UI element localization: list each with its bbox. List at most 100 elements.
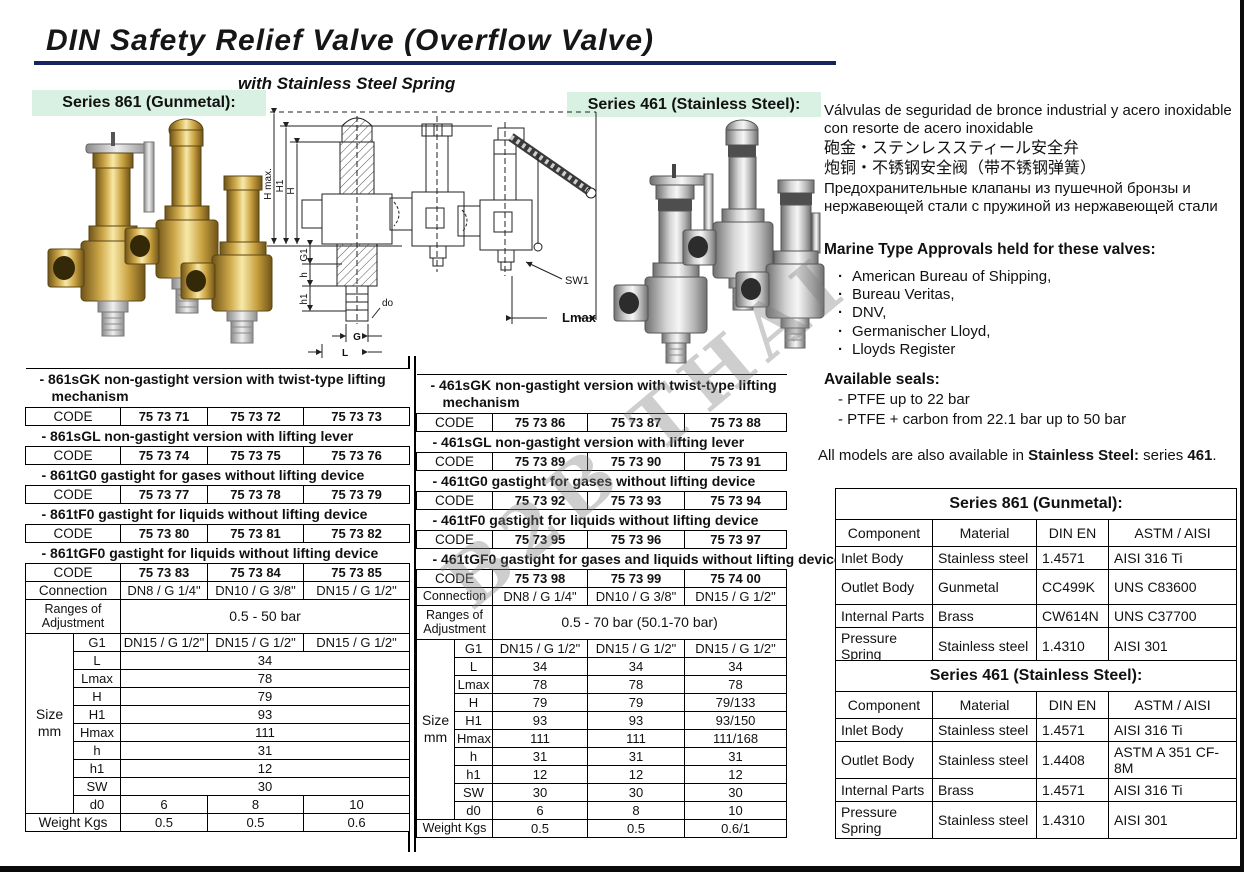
code-cell: 75 73 85 bbox=[302, 562, 411, 582]
mat-cell: Internal Parts bbox=[835, 604, 933, 628]
approvals-heading: Marine Type Approvals held for these val… bbox=[824, 240, 1156, 258]
size-cell: DN15 / G 1/2" bbox=[302, 632, 411, 652]
mat-cell: AISI 316 Ti bbox=[1108, 718, 1237, 742]
mat-cell: 1.4571 bbox=[1036, 546, 1109, 570]
size-sublabel: h bbox=[454, 746, 493, 766]
dim-label-g: G bbox=[353, 332, 361, 343]
size-sublabel: h bbox=[73, 740, 121, 760]
dim-label-h1-cap: H1 bbox=[275, 179, 286, 192]
code-cell: 75 73 82 bbox=[302, 523, 411, 543]
gunmetal-valve-lever bbox=[47, 132, 155, 337]
size-cell: 78 bbox=[492, 674, 588, 694]
size-sublabel: H bbox=[73, 686, 121, 706]
size-cell: 30 bbox=[492, 782, 588, 802]
mat-cell: Brass bbox=[932, 778, 1037, 803]
description-russian: Предохранительные клапаны из пушечной бр… bbox=[824, 180, 1218, 216]
connection-cell: DN10 / G 3/8" bbox=[587, 586, 685, 606]
size-sublabel: Lmax bbox=[73, 668, 121, 688]
steel-valve-lever bbox=[613, 164, 714, 364]
size-sublabel: Hmax bbox=[73, 722, 121, 742]
size-cell: 31 bbox=[492, 746, 588, 766]
size-cell: 8 bbox=[207, 794, 304, 814]
note-suffix: . bbox=[1212, 447, 1217, 465]
size-cell: 30 bbox=[683, 782, 788, 802]
materials-table-861: Series 861 (Gunmetal): Component Material… bbox=[834, 488, 1238, 666]
mat-cell: Outlet Body bbox=[835, 740, 933, 780]
code-label: CODE bbox=[25, 445, 121, 465]
size-sublabel: H1 bbox=[454, 710, 493, 730]
mat-cell: 1.4310 bbox=[1036, 801, 1109, 840]
mat-cell: Gunmetal bbox=[932, 569, 1037, 605]
size-sublabel: G1 bbox=[73, 632, 121, 652]
size-sublabel: L bbox=[73, 650, 121, 670]
mat-cell: 1.4571 bbox=[1036, 778, 1109, 803]
size-cell: 8 bbox=[587, 800, 685, 820]
note-mid: series bbox=[1139, 447, 1188, 465]
connection-label: Connection bbox=[416, 586, 493, 606]
size-cell: DN15 / G 1/2" bbox=[587, 638, 685, 658]
codes-table-861: - 861sGK non-gastight version with twist… bbox=[25, 368, 411, 832]
sec-heading: - 461tF0 gastight for liquids without li… bbox=[416, 508, 787, 531]
size-cell: 12 bbox=[683, 764, 788, 784]
weight-cell: 0.5 bbox=[492, 818, 588, 838]
code-cell: 75 73 80 bbox=[120, 523, 208, 543]
code-label: CODE bbox=[25, 406, 121, 426]
size-cell: 111 bbox=[119, 722, 411, 742]
code-cell: 75 73 83 bbox=[120, 562, 208, 582]
size-sublabel: H1 bbox=[73, 704, 121, 724]
mat-cell: Stainless steel bbox=[932, 546, 1037, 570]
size-label: Size mm bbox=[416, 638, 455, 820]
size-cell: 34 bbox=[492, 656, 588, 676]
note-prefix: All models are also available in bbox=[818, 447, 1029, 465]
mat-header: Component bbox=[835, 691, 933, 719]
size-sublabel: SW bbox=[73, 776, 121, 796]
code-cell: 75 73 97 bbox=[683, 529, 788, 549]
size-sublabel: SW bbox=[454, 782, 493, 802]
dim-label-sw1: SW1 bbox=[565, 275, 589, 287]
code-cell: 75 73 72 bbox=[207, 406, 304, 426]
weight-cell: 0.5 bbox=[587, 818, 685, 838]
sec-heading: - 861sGL non-gastight version with lifti… bbox=[25, 424, 410, 447]
approval-item: Lloyds Register bbox=[838, 341, 1240, 359]
code-cell: 75 73 99 bbox=[587, 568, 685, 588]
connection-cell: DN10 / G 3/8" bbox=[207, 580, 304, 600]
size-cell: 111 bbox=[492, 728, 588, 748]
steel-valve-tall bbox=[682, 119, 774, 311]
mat-cell: Inlet Body bbox=[835, 718, 933, 742]
mat-cell: Stainless steel bbox=[932, 801, 1037, 840]
sec-heading: - 461tG0 gastight for gases without lift… bbox=[416, 469, 787, 492]
materials-461-title: Series 461 (Stainless Steel): bbox=[835, 660, 1237, 692]
code-cell: 75 73 95 bbox=[492, 529, 588, 549]
seals-heading: Available seals: bbox=[824, 371, 940, 389]
size-label: Size mm bbox=[25, 632, 74, 814]
sec-heading: - 861tG0 gastight for gases without lift… bbox=[25, 463, 410, 486]
code-cell: 75 73 74 bbox=[120, 445, 208, 465]
stainless-valves-photo bbox=[613, 119, 825, 364]
title-underline bbox=[34, 61, 836, 65]
mat-cell: Outlet Body bbox=[835, 569, 933, 605]
code-label: CODE bbox=[416, 451, 493, 471]
mat-cell: UNS C83600 bbox=[1107, 569, 1238, 605]
code-cell: 75 73 93 bbox=[587, 490, 685, 510]
mat-cell: Stainless steel bbox=[932, 718, 1037, 742]
code-cell: 75 73 73 bbox=[302, 406, 411, 426]
sec-heading: - 861tGF0 gastight for liquids without l… bbox=[25, 541, 410, 564]
materials-861-title: Series 861 (Gunmetal): bbox=[834, 488, 1238, 520]
size-cell: 34 bbox=[587, 656, 685, 676]
connection-cell: DN15 / G 1/2" bbox=[683, 586, 788, 606]
mat-cell: UNS C37700 bbox=[1107, 604, 1238, 628]
size-cell: 79 bbox=[492, 692, 588, 712]
ranges-value: 0.5 - 70 bar (50.1-70 bar) bbox=[491, 604, 788, 640]
size-sublabel: h1 bbox=[73, 758, 121, 778]
seal-item: - PTFE + carbon from 22.1 bar up to 50 b… bbox=[838, 410, 1127, 428]
availability-note: All models are also available in Stainle… bbox=[818, 447, 1240, 465]
size-cell: 12 bbox=[119, 758, 411, 778]
mat-header: DIN EN bbox=[1036, 519, 1109, 547]
description-column: Válvulas de seguridad de bronce industri… bbox=[818, 102, 1240, 465]
series-461-tag: Series 461 (Stainless Steel): bbox=[567, 92, 821, 117]
size-cell: 6 bbox=[492, 800, 588, 820]
mat-header: ASTM / AISI bbox=[1108, 691, 1237, 719]
size-cell: 78 bbox=[683, 674, 788, 694]
size-cell: 10 bbox=[302, 794, 411, 814]
size-cell: 111/168 bbox=[683, 728, 788, 748]
